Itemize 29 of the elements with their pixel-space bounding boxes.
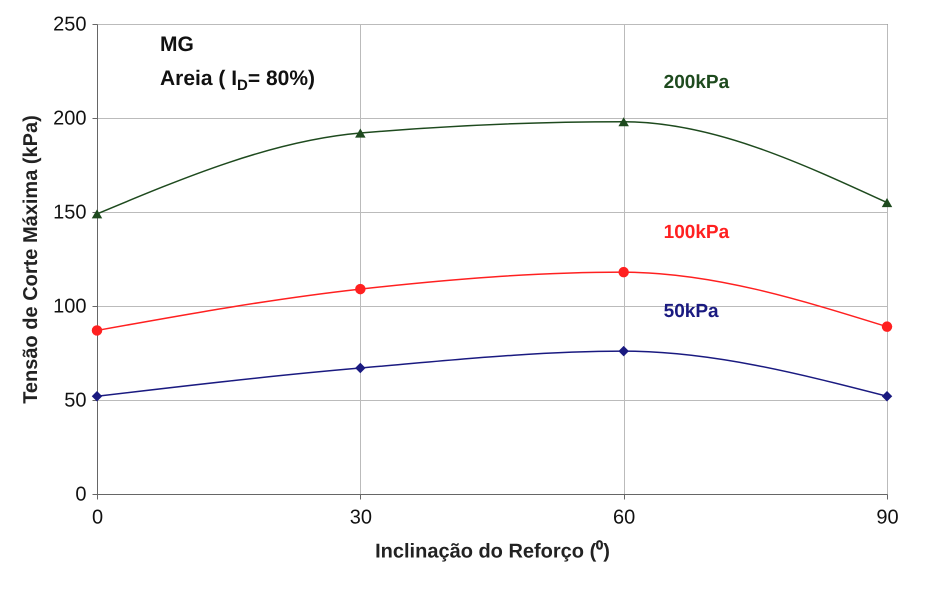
x-axis-title: Inclinação do Reforço (⁰) bbox=[375, 540, 610, 562]
point bbox=[882, 321, 892, 332]
x-tick-label: 60 bbox=[613, 506, 636, 528]
y-tick-label: 200 bbox=[53, 108, 86, 130]
y-tick-label: 250 bbox=[53, 14, 86, 36]
y-tick-label: 100 bbox=[53, 296, 86, 318]
y-axis-title: Tensão de Corte Máxima (kPa) bbox=[20, 115, 42, 404]
point bbox=[618, 346, 629, 356]
annotation: Areia ( I$_{D}$= 80%) bbox=[160, 66, 315, 96]
point bbox=[618, 117, 629, 126]
y-tick-label: 0 bbox=[75, 484, 86, 506]
y-tick-label: 50 bbox=[64, 390, 86, 412]
point bbox=[92, 325, 102, 336]
point bbox=[92, 390, 102, 402]
point bbox=[92, 209, 102, 218]
x-tick-label: 0 bbox=[92, 506, 104, 528]
point bbox=[618, 266, 629, 278]
point bbox=[355, 362, 366, 374]
series-label: 200kPa bbox=[664, 72, 730, 93]
annotation: MG bbox=[160, 32, 195, 58]
x-tick-label: 30 bbox=[350, 506, 372, 528]
point bbox=[355, 128, 366, 138]
point bbox=[882, 198, 892, 208]
series-label: 50kPa bbox=[664, 301, 720, 322]
series-label: 100kPa bbox=[664, 222, 730, 244]
point bbox=[882, 390, 892, 402]
point bbox=[355, 284, 366, 294]
y-tick-label: 150 bbox=[53, 202, 86, 224]
x-tick-label: 90 bbox=[876, 506, 899, 528]
